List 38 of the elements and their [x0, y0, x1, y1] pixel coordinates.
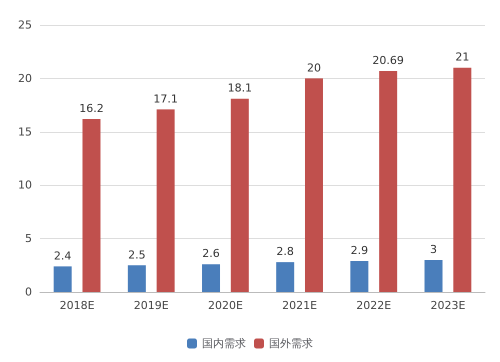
bar	[304, 78, 323, 292]
bar	[82, 118, 100, 292]
data-label: 2.8	[276, 245, 294, 258]
legend-label: 国内需求	[202, 337, 246, 350]
data-label: 2.9	[350, 244, 368, 258]
data-label: 20	[306, 61, 321, 74]
data-label: 17.1	[153, 92, 178, 106]
data-label: 3	[430, 242, 438, 256]
data-label: 2.5	[128, 248, 146, 262]
data-label: 20.69	[372, 54, 404, 68]
bar	[379, 71, 398, 292]
y-tick-label: 25	[18, 18, 32, 32]
data-label: 2.4	[54, 249, 72, 262]
data-label: 21	[455, 50, 470, 64]
bar	[230, 98, 249, 292]
bar	[202, 264, 220, 292]
bar	[453, 68, 472, 292]
y-tick-label: 15	[18, 125, 32, 138]
x-tick-label: 2021E	[282, 299, 318, 312]
bar	[424, 260, 443, 292]
data-label: 16.2	[79, 102, 104, 115]
x-tick-label: 2023E	[430, 299, 466, 312]
bar	[128, 265, 146, 292]
x-tick-label: 2022E	[356, 299, 392, 312]
bar	[350, 261, 368, 292]
x-tick-label: 2020E	[208, 299, 243, 312]
y-tick-label: 0	[25, 286, 32, 298]
x-tick-label: 2019E	[134, 299, 169, 312]
y-tick-label: 10	[18, 178, 32, 192]
y-tick-label: 20	[18, 72, 32, 85]
y-tick-label: 5	[25, 232, 32, 246]
bar	[276, 262, 294, 292]
x-tick-label: 2018E	[60, 299, 95, 312]
bar	[156, 109, 175, 292]
data-label: 18.1	[228, 82, 252, 95]
bar	[54, 266, 72, 292]
legend-label: 国外需求	[269, 337, 313, 350]
data-label: 2.6	[202, 247, 220, 260]
